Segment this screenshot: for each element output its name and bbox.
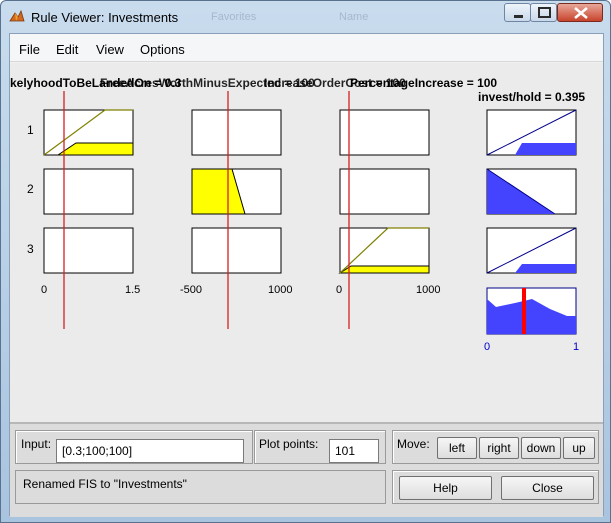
rule3-input3-fill bbox=[338, 265, 430, 274]
help-button[interactable]: Help bbox=[399, 476, 492, 500]
rule-number-2: 2 bbox=[27, 182, 34, 196]
rule3-input2-axes[interactable] bbox=[191, 227, 282, 274]
rule2-output-mf bbox=[486, 168, 556, 215]
status-bar: Renamed FIS to "Investments" bbox=[15, 470, 386, 504]
plot-points-field[interactable]: 101 bbox=[329, 439, 379, 463]
control-panel: Input: [0.3;100;100] Plot points: 101 Mo… bbox=[10, 422, 603, 517]
header-input-2: FreeAcresWorthMinusExpected = 100 bbox=[100, 76, 315, 90]
rule-2-row bbox=[43, 168, 577, 215]
menu-edit[interactable]: Edit bbox=[56, 42, 79, 57]
ghost-tab-favorites: Favorites bbox=[211, 11, 257, 23]
menu-file[interactable]: File bbox=[19, 42, 40, 57]
axis1-max: 1.5 bbox=[125, 284, 140, 296]
rule2-input3-axes[interactable] bbox=[339, 168, 430, 215]
header-output: invest/hold = 0.395 bbox=[478, 90, 585, 104]
rule-3-row bbox=[43, 227, 577, 274]
rule-1-row bbox=[43, 109, 577, 156]
axis3-max: 1000 bbox=[416, 284, 440, 296]
input-group: Input: [0.3;100;100] bbox=[15, 430, 253, 464]
minimize-button[interactable] bbox=[504, 3, 531, 22]
input-label: Input: bbox=[21, 437, 52, 451]
title-bar[interactable]: Rule Viewer: Investments Favorites Name bbox=[1, 1, 610, 33]
input-vector-field[interactable]: [0.3;100;100] bbox=[56, 439, 244, 463]
maximize-icon bbox=[538, 7, 551, 18]
header-input-1: kelyhoodToBeLandedOn = 0.3 bbox=[10, 76, 182, 90]
move-right-button[interactable]: right bbox=[479, 437, 519, 459]
action-group: Help Close bbox=[392, 470, 599, 504]
rules-plot: kelyhoodToBeLandedOn = 0.3 FreeAcresWort… bbox=[10, 76, 585, 353]
rule2-input1-axes[interactable] bbox=[43, 168, 134, 215]
close-window-button[interactable] bbox=[557, 3, 603, 22]
header-input-4: PercentageIncrease = 100 bbox=[350, 76, 497, 90]
rule3-output-fill bbox=[515, 264, 576, 273]
move-label: Move: bbox=[397, 437, 430, 451]
rule1-output-mf bbox=[486, 109, 577, 156]
rule1-input1-fill bbox=[56, 142, 134, 156]
aggregate-output-fill bbox=[487, 299, 576, 334]
rule1-output-fill bbox=[515, 143, 576, 155]
output-axis-min: 0 bbox=[484, 341, 490, 353]
axis2-max: 1000 bbox=[268, 284, 292, 296]
rule1-input2-axes[interactable] bbox=[191, 109, 282, 156]
rule-plot-area: kelyhoodToBeLandedOn = 0.3 FreeAcresWort… bbox=[10, 63, 603, 448]
minimize-icon bbox=[514, 15, 523, 18]
matlab-icon bbox=[9, 9, 25, 22]
output-axis-max: 1 bbox=[573, 341, 579, 353]
plot-points-label: Plot points: bbox=[259, 437, 319, 451]
axis2-min: -500 bbox=[180, 284, 202, 296]
rule2-input2-fill bbox=[191, 168, 246, 215]
menu-options[interactable]: Options bbox=[140, 42, 185, 57]
move-left-button[interactable]: left bbox=[437, 437, 477, 459]
rule-number-1: 1 bbox=[27, 123, 34, 137]
status-text: Renamed FIS to "Investments" bbox=[23, 477, 187, 491]
close-button[interactable]: Close bbox=[501, 476, 594, 500]
axis3-min: 0 bbox=[336, 284, 342, 296]
close-icon bbox=[574, 7, 588, 19]
defuzzified-output-line[interactable] bbox=[522, 288, 526, 334]
ghost-tab-name: Name bbox=[339, 11, 369, 23]
maximize-button[interactable] bbox=[530, 3, 557, 22]
menu-bar: File Edit View Options bbox=[10, 34, 603, 62]
rule-number-3: 3 bbox=[27, 242, 34, 256]
rule3-output-mf bbox=[486, 227, 577, 274]
client-area: File Edit View Options kelyhoodToBeLande… bbox=[9, 33, 604, 517]
rule1-input3-axes[interactable] bbox=[339, 109, 430, 156]
move-group: Move: left right down up bbox=[392, 430, 599, 464]
plot-points-group: Plot points: 101 bbox=[254, 430, 386, 464]
menu-view[interactable]: View bbox=[96, 42, 124, 57]
header-input-3: IncreaseOrderCost = 100 bbox=[264, 76, 406, 90]
window-title: Rule Viewer: Investments bbox=[31, 10, 179, 25]
axis1-min: 0 bbox=[41, 284, 47, 296]
move-down-button[interactable]: down bbox=[521, 437, 561, 459]
rule3-input1-axes[interactable] bbox=[43, 227, 134, 274]
rule3-input3-mf bbox=[339, 227, 429, 274]
move-up-button[interactable]: up bbox=[563, 437, 595, 459]
